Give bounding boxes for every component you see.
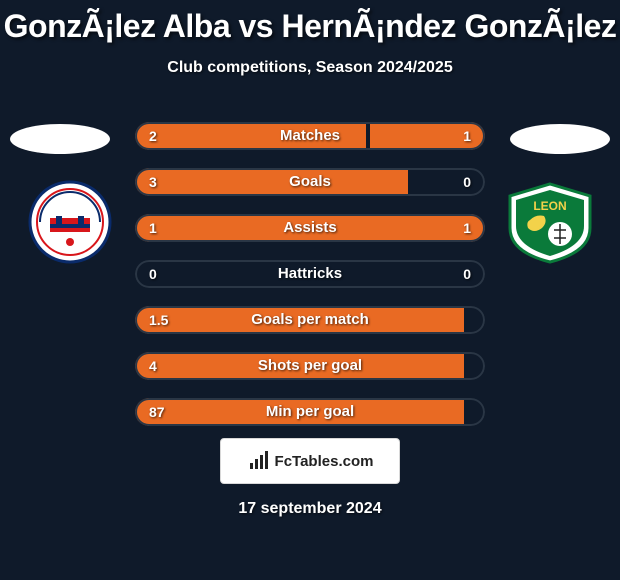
stat-row: Goals per match1.5: [135, 306, 485, 334]
stat-label: Goals: [135, 168, 485, 196]
chivas-guadalajara-badge: [20, 180, 120, 265]
stat-value-left: 0: [149, 260, 157, 288]
stat-value-left: 87: [149, 398, 165, 426]
stat-label: Shots per goal: [135, 352, 485, 380]
stat-row: Min per goal87: [135, 398, 485, 426]
page-title: GonzÃ¡lez Alba vs HernÃ¡ndez GonzÃ¡lez: [0, 0, 620, 45]
stat-row: Goals3 0: [135, 168, 485, 196]
stat-label: Goals per match: [135, 306, 485, 334]
stat-value-right: 0: [463, 168, 471, 196]
brand-text: FcTables.com: [275, 453, 374, 470]
stat-value-left: 1.5: [149, 306, 168, 334]
stat-value-left: 3: [149, 168, 157, 196]
stat-value-right: 1: [463, 214, 471, 242]
stat-value-left: 1: [149, 214, 157, 242]
stat-row: Assists1 1: [135, 214, 485, 242]
brand-box: FcTables.com: [220, 438, 400, 484]
left-player-oval: [10, 124, 110, 154]
stat-row: Shots per goal4: [135, 352, 485, 380]
stat-value-right: 1: [463, 122, 471, 150]
leon-badge: LEON: [500, 180, 600, 265]
stat-label: Assists: [135, 214, 485, 242]
page-subtitle: Club competitions, Season 2024/2025: [0, 59, 620, 77]
stat-label: Min per goal: [135, 398, 485, 426]
stat-row: Matches2 1: [135, 122, 485, 150]
svg-text:LEON: LEON: [533, 199, 566, 213]
stat-label: Matches: [135, 122, 485, 150]
chart-icon: [247, 449, 271, 473]
date-text: 17 september 2024: [0, 500, 620, 518]
stat-label: Hattricks: [135, 260, 485, 288]
stats-rows: Matches21Goals30Assists11Hattricks00Goal…: [135, 122, 485, 444]
stat-row: Hattricks0 0: [135, 260, 485, 288]
stat-value-right: 0: [463, 260, 471, 288]
stat-value-left: 4: [149, 352, 157, 380]
stat-value-left: 2: [149, 122, 157, 150]
right-player-oval: [510, 124, 610, 154]
